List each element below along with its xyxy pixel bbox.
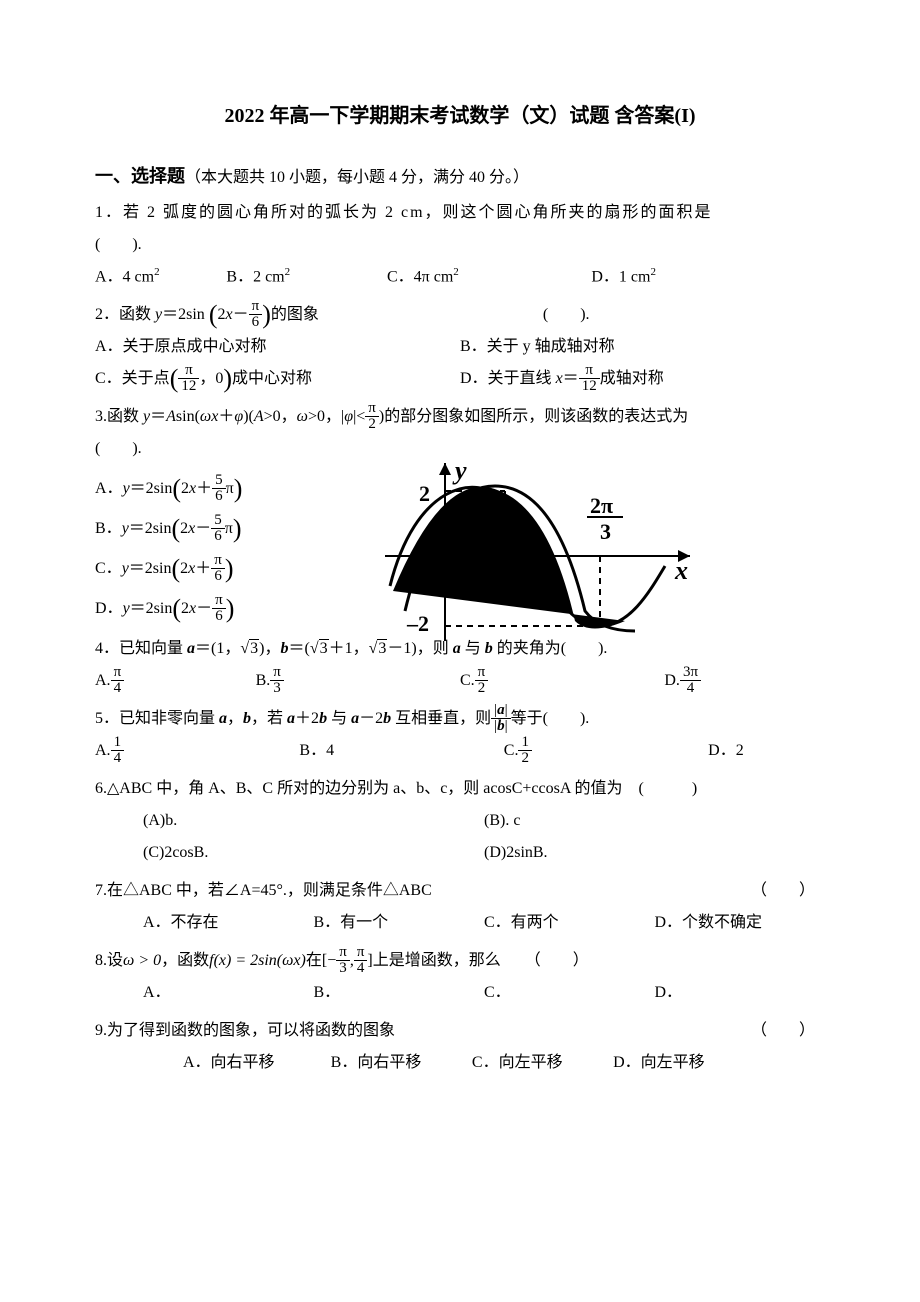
q9-opt-c: C．向左平移 <box>472 1047 613 1079</box>
sine-graph-icon: y x O 2 –2 π 6 2π 3 <box>375 451 705 651</box>
x-tick-2pi3-den: 3 <box>600 519 611 544</box>
q1-opt-d: D．1 cm2 <box>591 261 825 293</box>
origin-label: O <box>421 559 438 585</box>
q7-opt-d: D．个数不确定 <box>655 907 826 939</box>
section-1-desc: （本大题共 10 小题，每小题 4 分，满分 40 分。） <box>185 169 529 186</box>
q4-options: A.π4 B.π3 C.π2 D.3π4 <box>95 665 825 697</box>
q6-opt-c: (C)2cosB. <box>143 837 484 869</box>
q6-opt-d: (D)2sinB. <box>484 837 825 869</box>
q9-opt-a: A．向右平移 <box>183 1047 331 1079</box>
q1-stem-line2: ( ). <box>95 229 825 261</box>
q5-stem: 5．已知非零向量 a，b，若 a＋2b 与 a－2b 互相垂直，则|a||b|等… <box>95 703 825 735</box>
q2-opt-a: A．关于原点成中心对称 <box>95 331 460 363</box>
question-9: 9.为了得到函数的图象，可以将函数的图象（ ） A．向右平移 B．向右平移 C．… <box>95 1015 825 1079</box>
q9-stem: 9.为了得到函数的图象，可以将函数的图象（ ） <box>95 1015 825 1047</box>
q2-options-row2: C．关于点(π12，0)成中心对称 D．关于直线 x＝π12成轴对称 <box>95 363 825 395</box>
q2-opt-c: C．关于点(π12，0)成中心对称 <box>95 363 460 395</box>
q3-graph: y x O 2 –2 π 6 2π 3 <box>375 451 705 663</box>
q7-opt-b: B．有一个 <box>314 907 485 939</box>
q1-options: A．4 cm2 B．2 cm2 C．4π cm2 D．1 cm2 <box>95 261 825 293</box>
q5-opt-c: C.12 <box>504 735 708 767</box>
x-tick-2pi3-num: 2π <box>590 493 613 518</box>
q4-stem: 4．已知向量 a＝(1，3)，b＝(3＋1，3－1)，则 a 与 b 的夹角为(… <box>95 633 825 665</box>
axis-y-label: y <box>452 456 467 485</box>
question-3: 3.函数 y＝Asin(ωx＋φ)(A>0，ω>0，|φ|<π2)的部分图象如图… <box>95 401 825 625</box>
q4-opt-d: D.3π4 <box>664 665 825 697</box>
exam-title: 2022 年高一下学期期末考试数学（文）试题 含答案(I) <box>95 100 825 132</box>
q7-opt-a: A．不存在 <box>143 907 314 939</box>
q8-opt-b: B． <box>314 977 485 1009</box>
q2-opt-b: B．关于 y 轴成轴对称 <box>460 331 825 363</box>
q2-options-row1: A．关于原点成中心对称 B．关于 y 轴成轴对称 <box>95 331 825 363</box>
y-tick-2: 2 <box>419 481 430 506</box>
q1-opt-c: C．4π cm2 <box>387 261 591 293</box>
q9-options: A．向右平移 B．向右平移 C．向左平移 D．向左平移 <box>95 1047 825 1079</box>
q2-opt-d: D．关于直线 x＝π12成轴对称 <box>460 363 825 395</box>
q4-opt-b: B.π3 <box>256 665 460 697</box>
q5-opt-b: B．4 <box>299 735 503 767</box>
q1-stem-line1: 1．若 2 弧度的圆心角所对的弧长为 2 cm，则这个圆心角所夹的扇形的面积是 <box>95 197 825 229</box>
q7-opt-c: C．有两个 <box>484 907 655 939</box>
question-7: 7.在△ABC 中，若∠A=45°.，则满足条件△ABC（ ） A．不存在 B．… <box>95 875 825 939</box>
q9-opt-b: B．向右平移 <box>331 1047 472 1079</box>
page: 2022 年高一下学期期末考试数学（文）试题 含答案(I) 一、选择题（本大题共… <box>0 0 920 1145</box>
q7-stem: 7.在△ABC 中，若∠A=45°.，则满足条件△ABC（ ） <box>95 875 825 907</box>
q2-stem: 2．函数 y＝2sin (2x－π6)的图象 ( ). <box>95 299 825 331</box>
q8-opt-a: A． <box>143 977 314 1009</box>
axis-x-label: x <box>674 556 688 585</box>
q8-opt-d: D． <box>655 977 826 1009</box>
q8-stem: 8.设ω > 0，函数f(x) = 2sin(ωx)在[−π3,π4]上是增函数… <box>95 945 825 977</box>
question-5: 5．已知非零向量 a，b，若 a＋2b 与 a－2b 互相垂直，则|a||b|等… <box>95 703 825 767</box>
q6-opt-b: (B). c <box>484 805 825 837</box>
q7-options: A．不存在 B．有一个 C．有两个 D．个数不确定 <box>95 907 825 939</box>
q6-stem: 6.△ABC 中，角 A、B、C 所对的边分别为 a、b、c，则 acosC+c… <box>95 773 825 805</box>
q5-options: A.14 B．4 C.12 D．2 <box>95 735 825 767</box>
question-4: 4．已知向量 a＝(1，3)，b＝(3＋1，3－1)，则 a 与 b 的夹角为(… <box>95 633 825 697</box>
q8-options: A． B． C． D． <box>95 977 825 1009</box>
q6-options: (A)b. (B). c (C)2cosB. (D)2sinB. <box>95 805 825 869</box>
x-tick-pi6-den: 6 <box>490 584 501 609</box>
question-1: 1．若 2 弧度的圆心角所对的弧长为 2 cm，则这个圆心角所夹的扇形的面积是 … <box>95 197 825 293</box>
section-1-name: 一、选择题 <box>95 166 185 186</box>
section-1-header: 一、选择题（本大题共 10 小题，每小题 4 分，满分 40 分。） <box>95 162 825 191</box>
q5-opt-d: D．2 <box>708 735 825 767</box>
q3-stem: 3.函数 y＝Asin(ωx＋φ)(A>0，ω>0，|φ|<π2)的部分图象如图… <box>95 401 825 433</box>
question-6: 6.△ABC 中，角 A、B、C 所对的边分别为 a、b、c，则 acosC+c… <box>95 773 825 869</box>
q9-opt-d: D．向左平移 <box>613 1047 793 1079</box>
x-tick-pi6-num: π <box>490 559 502 584</box>
q1-opt-b: B．2 cm2 <box>226 261 387 293</box>
q4-opt-c: C.π2 <box>460 665 664 697</box>
q8-opt-c: C． <box>484 977 655 1009</box>
q4-opt-a: A.π4 <box>95 665 256 697</box>
question-2: 2．函数 y＝2sin (2x－π6)的图象 ( ). A．关于原点成中心对称 … <box>95 299 825 395</box>
q6-opt-a: (A)b. <box>143 805 484 837</box>
q5-opt-a: A.14 <box>95 735 299 767</box>
question-8: 8.设ω > 0，函数f(x) = 2sin(ωx)在[−π3,π4]上是增函数… <box>95 945 825 1009</box>
q1-opt-a: A．4 cm2 <box>95 261 226 293</box>
frac-pi-6: π6 <box>249 299 263 330</box>
